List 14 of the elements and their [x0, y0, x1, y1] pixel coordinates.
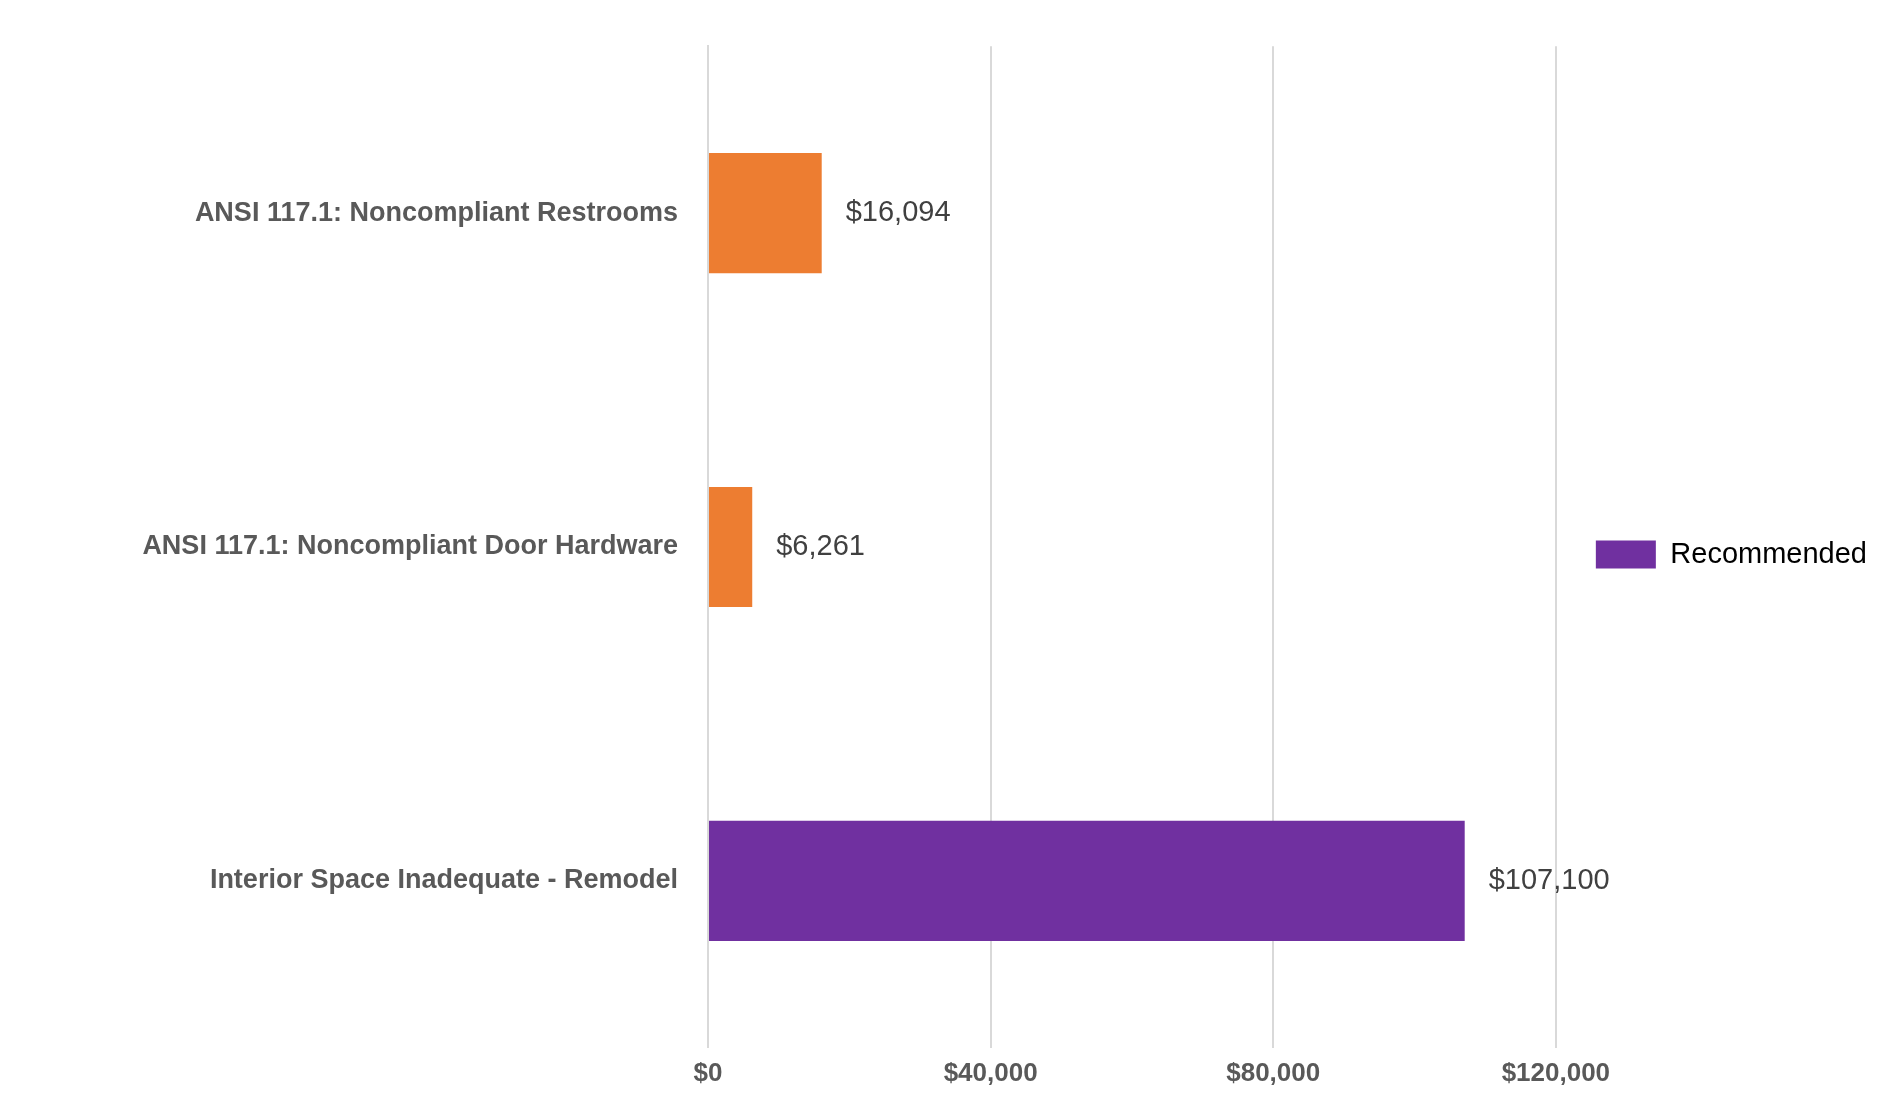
x-tick-label: $80,000	[1226, 1056, 1321, 1087]
legend-label: Recommended	[1670, 536, 1867, 569]
bar	[709, 820, 1465, 941]
data-label: $107,100	[1488, 862, 1610, 895]
bar	[709, 153, 822, 274]
y-tick-label: ANSI 117.1: Noncompliant Door Hardware	[142, 530, 678, 561]
x-tick-label: $120,000	[1501, 1056, 1611, 1087]
bar	[709, 486, 753, 608]
data-label: $6,261	[776, 529, 865, 561]
x-tick-label: $40,000	[943, 1056, 1038, 1087]
y-tick-label: Interior Space Inadequate - Remodel	[209, 864, 678, 895]
x-tick-label: $0	[693, 1056, 723, 1087]
y-tick-label: ANSI 117.1: Noncompliant Restrooms	[194, 196, 678, 227]
data-label: $16,094	[845, 195, 951, 228]
